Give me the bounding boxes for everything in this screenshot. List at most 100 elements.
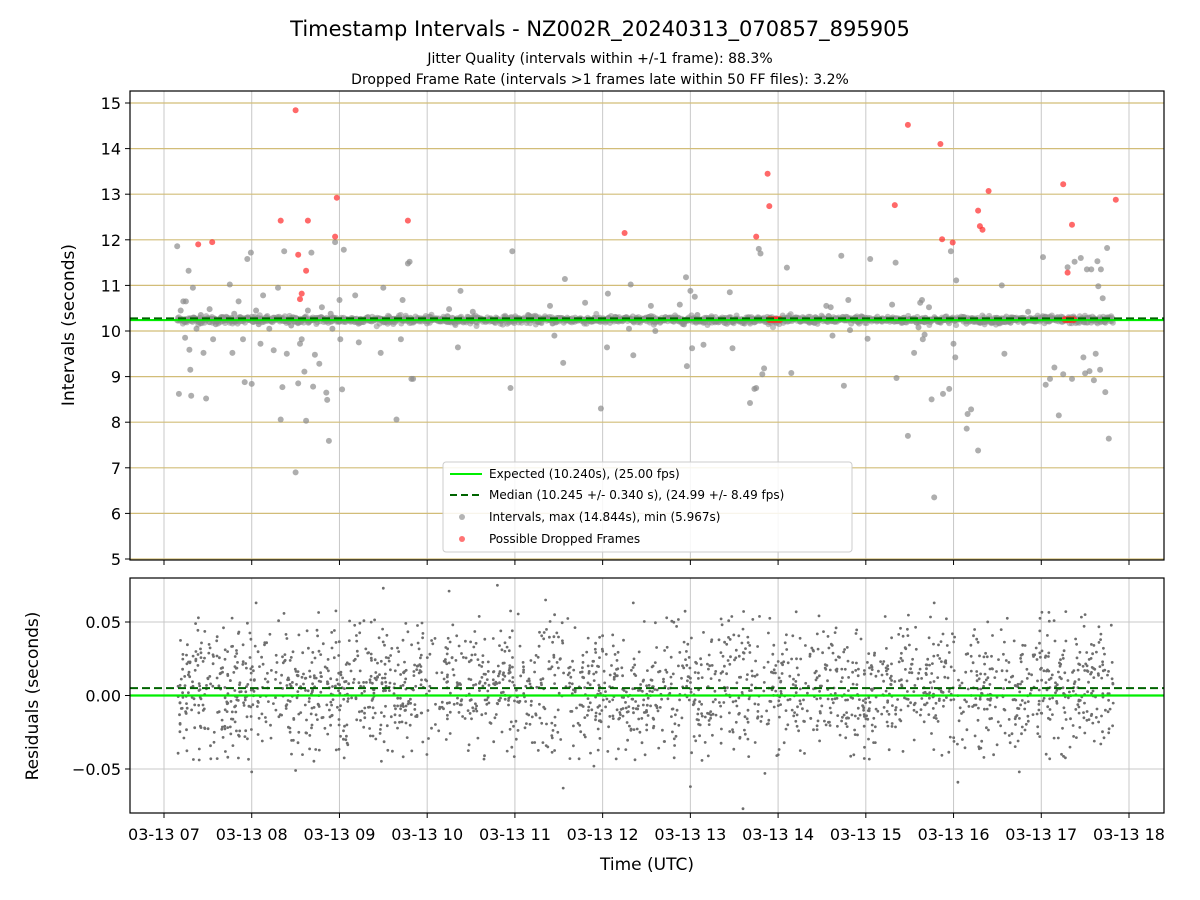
- residual-point: [516, 729, 520, 732]
- interval-point: [311, 351, 318, 358]
- residual-point: [734, 648, 738, 652]
- residual-point: [642, 698, 646, 702]
- residual-point: [700, 702, 703, 706]
- residual-point: [446, 717, 449, 721]
- residual-point: [721, 670, 724, 674]
- interval-point: [210, 336, 217, 343]
- residual-point: [728, 662, 732, 666]
- residual-point: [561, 786, 565, 790]
- residual-point: [861, 699, 865, 702]
- residual-point: [560, 621, 564, 625]
- interval-point: [340, 246, 347, 253]
- residual-point: [413, 703, 417, 706]
- residual-point: [873, 651, 876, 655]
- residual-point: [993, 676, 997, 679]
- residual-point: [643, 753, 647, 757]
- residual-point: [1104, 708, 1107, 712]
- residual-point: [816, 719, 820, 723]
- residual-point: [512, 755, 516, 758]
- residual-point: [187, 670, 191, 674]
- residual-point: [455, 681, 459, 684]
- x-axis-label: Time (UTC): [599, 855, 694, 875]
- residual-point: [286, 699, 290, 702]
- residual-point: [355, 634, 358, 637]
- interval-point: [406, 258, 413, 265]
- interval-point: [323, 389, 330, 396]
- residual-point: [640, 741, 644, 745]
- residual-point: [1018, 717, 1021, 720]
- interval-point: [867, 256, 874, 262]
- residual-point: [732, 747, 736, 751]
- residual-point: [524, 700, 527, 703]
- residual-point: [514, 719, 518, 723]
- residual-point: [293, 667, 297, 671]
- residual-point: [317, 611, 320, 614]
- interval-point: [1094, 258, 1101, 265]
- residual-point: [922, 691, 926, 695]
- residual-point: [689, 687, 693, 691]
- residual-point: [569, 675, 573, 679]
- residual-point: [197, 703, 201, 707]
- residual-point: [841, 676, 844, 680]
- residual-point: [988, 703, 992, 707]
- residual-point: [552, 653, 556, 657]
- residual-point: [730, 615, 734, 618]
- residual-point: [535, 685, 539, 689]
- residual-point: [185, 749, 189, 753]
- residual-point: [553, 715, 557, 719]
- residual-point: [669, 682, 673, 686]
- residual-point: [334, 641, 338, 644]
- residual-point: [1055, 700, 1058, 703]
- residual-point: [706, 711, 709, 715]
- residual-point: [404, 704, 408, 708]
- residual-point: [326, 682, 329, 686]
- interval-point: [1001, 350, 1008, 357]
- x-tick-label: 03-13 14: [742, 825, 814, 844]
- residual-point: [358, 710, 361, 714]
- residual-point: [899, 656, 903, 660]
- residual-point: [562, 671, 565, 675]
- residual-point: [751, 674, 754, 678]
- residual-point: [957, 678, 960, 682]
- residual-point: [850, 713, 854, 717]
- residual-point: [1101, 660, 1104, 664]
- residual-point: [815, 724, 819, 728]
- residual-point: [973, 734, 977, 738]
- residual-point: [455, 702, 459, 705]
- residual-point: [655, 704, 659, 708]
- interval-point: [469, 308, 476, 315]
- residual-point: [1090, 643, 1093, 646]
- residual-point: [288, 700, 292, 703]
- residual-point: [688, 666, 692, 670]
- residual-point: [653, 688, 657, 691]
- residual-point: [336, 705, 339, 709]
- interval-point: [919, 336, 926, 343]
- residual-point: [291, 681, 294, 684]
- residual-point: [577, 757, 581, 761]
- residual-point: [689, 681, 692, 684]
- residual-point: [230, 616, 234, 620]
- residual-point: [555, 631, 559, 635]
- residual-point: [1014, 715, 1018, 719]
- residual-point: [321, 642, 325, 646]
- residual-point: [421, 740, 425, 744]
- residual-point: [369, 734, 372, 738]
- residual-point: [404, 622, 408, 625]
- residual-point: [810, 646, 814, 650]
- residual-point: [379, 659, 383, 663]
- residual-point: [387, 659, 391, 663]
- residual-point: [586, 697, 590, 700]
- residual-point: [434, 723, 437, 726]
- residual-point: [755, 673, 759, 677]
- residual-point: [258, 665, 261, 668]
- residual-point: [507, 671, 511, 675]
- residual-point: [410, 643, 413, 647]
- residual-point: [269, 736, 273, 740]
- residual-point: [602, 669, 606, 673]
- residual-point: [819, 696, 822, 700]
- residual-point: [252, 669, 255, 673]
- residual-point: [785, 648, 789, 651]
- residual-point: [952, 669, 956, 672]
- residual-point: [445, 652, 449, 656]
